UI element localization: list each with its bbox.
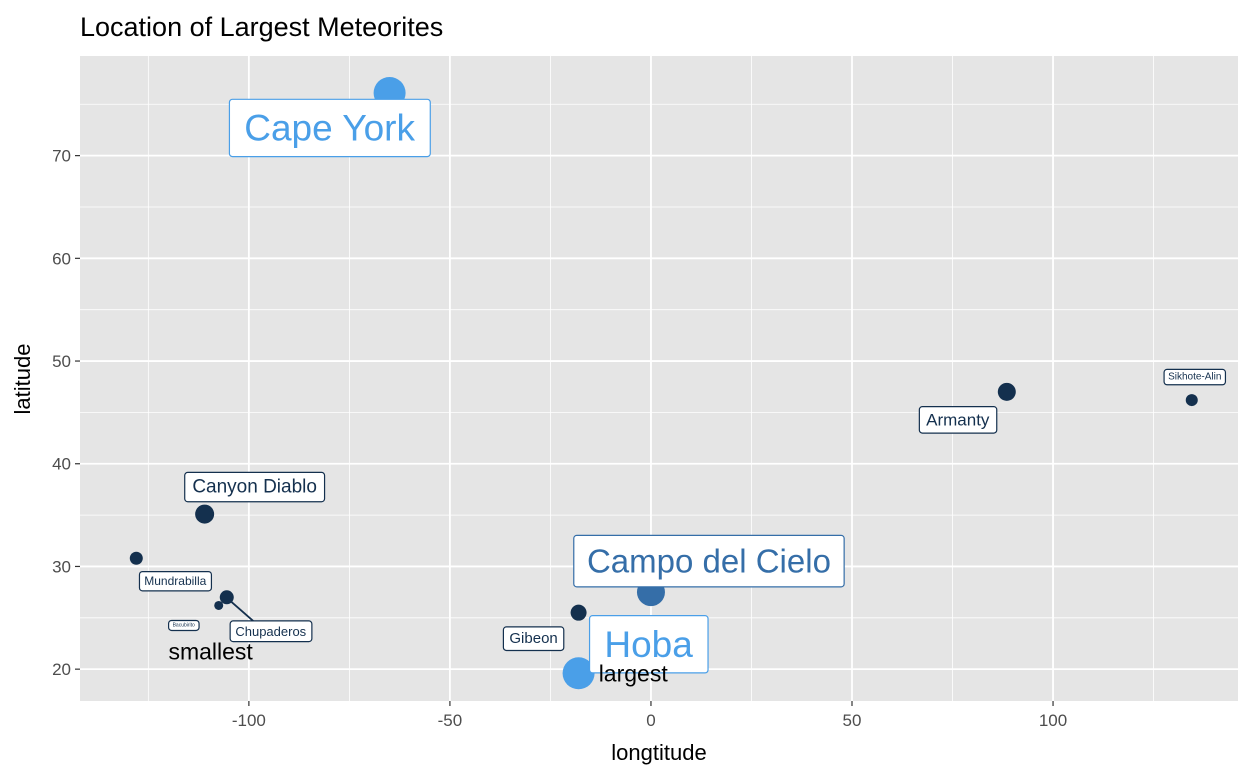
point-canyon-diablo [195, 504, 215, 524]
label-text: Canyon Diablo [192, 477, 317, 498]
label-chupaderos: Chupaderos [229, 620, 313, 643]
y-tick-label: 70 [52, 147, 71, 166]
label-gibeon: Gibeon [502, 626, 565, 652]
annotations: largest smallest [168, 639, 668, 687]
label-box [1163, 368, 1227, 386]
label-box [184, 471, 326, 503]
chart-title: Location of Largest Meteorites [80, 12, 443, 42]
label-text: Cape York [244, 107, 415, 148]
label-text: Mundrabilla [144, 574, 206, 588]
label-box [588, 615, 709, 674]
label-text: Sikhote-Alin [1168, 372, 1221, 383]
label-box [573, 534, 845, 588]
y-tick-label: 60 [52, 249, 71, 268]
x-tick-label: -100 [232, 711, 266, 730]
point-bacubirito [214, 600, 224, 610]
label-bacubirito: Bacubirito [168, 619, 200, 632]
y-tick-label: 40 [52, 455, 71, 474]
label-box [502, 626, 565, 652]
x-axis: -100 -50 0 50 100 [232, 701, 1067, 730]
y-axis: 20 30 40 50 60 70 [52, 147, 80, 679]
annotation-largest: largest [599, 660, 669, 686]
leader-line [230, 600, 254, 622]
y-tick-label: 30 [52, 557, 71, 576]
label-hoba: Hoba [588, 615, 709, 674]
label-text: Hoba [604, 624, 693, 665]
y-tick-label: 50 [52, 352, 71, 371]
x-axis-title: longtitude [611, 740, 706, 765]
point-hoba [562, 657, 595, 690]
label-text: Gibeon [509, 630, 557, 647]
label-sikhote-alin: Sikhote-Alin [1163, 368, 1227, 386]
label-campo-del-cielo: Campo del Cielo [573, 534, 845, 588]
point-armanty [997, 382, 1016, 401]
label-canyon-diablo: Canyon Diablo [184, 471, 326, 503]
label-text: Campo del Cielo [587, 543, 831, 580]
x-tick-label: 50 [843, 711, 862, 730]
annotation-smallest: smallest [168, 639, 253, 665]
point-labels: Cape York Hoba Campo del Cielo Canyon Diabl… [138, 98, 1227, 674]
label-armanty: Armanty [918, 406, 998, 434]
point-mundrabilla [129, 551, 143, 565]
label-leader-lines [230, 600, 254, 622]
point-chupaderos [219, 590, 234, 605]
label-box [228, 98, 431, 158]
x-tick-label: 0 [646, 711, 655, 730]
label-text: Bacubirito [173, 622, 195, 628]
label-mundrabilla: Mundrabilla [138, 570, 213, 592]
label-text: Chupaderos [235, 624, 306, 639]
x-tick-label: -50 [438, 711, 463, 730]
label-box [138, 570, 213, 592]
label-box [229, 620, 313, 643]
y-tick-label: 20 [52, 660, 71, 679]
label-box [918, 406, 998, 434]
y-axis-title: latitude [10, 344, 35, 415]
label-text: Armanty [926, 410, 990, 429]
label-cape-york: Cape York [228, 98, 431, 158]
label-box [168, 619, 200, 632]
x-tick-label: 100 [1039, 711, 1067, 730]
point-sikhote-alin [1185, 394, 1198, 407]
point-gibeon [570, 604, 587, 621]
